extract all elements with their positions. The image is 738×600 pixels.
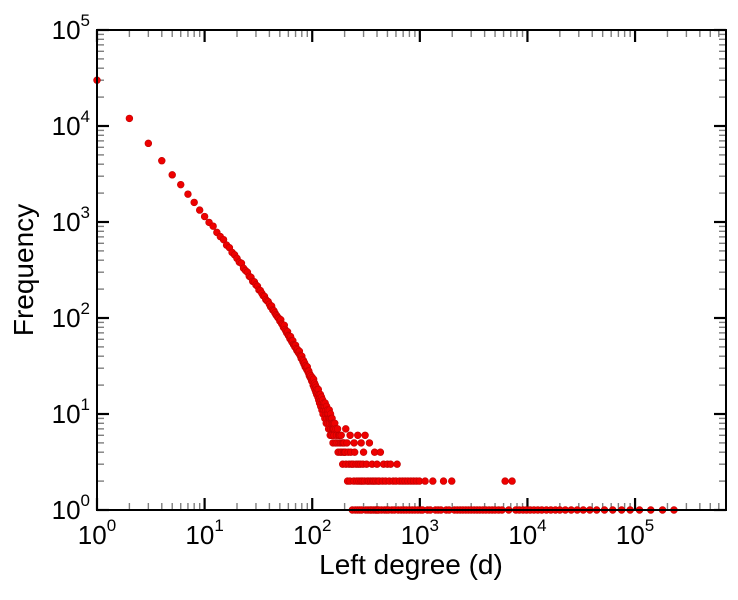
data-point [195,206,204,214]
data-point [350,448,359,456]
data-point [333,425,342,433]
y-axis-label: Frequency [8,203,39,337]
data-point [125,114,134,123]
data-point [346,431,354,439]
data-point [342,425,350,433]
data-point [168,171,176,179]
data-point [337,431,345,439]
data-point [158,157,166,165]
data-point [144,139,153,148]
data-point [508,477,516,485]
data-point [190,198,198,207]
data-point [209,222,217,230]
data-point [350,439,358,447]
data-point [343,439,351,447]
data-point [439,477,448,485]
data-point [386,460,395,468]
data-point [448,477,456,485]
data-point [429,477,437,485]
data-point [421,477,429,485]
data-point [501,477,509,485]
tick-label: 103 [401,516,439,550]
data-point [200,212,209,221]
data-point [354,431,362,439]
data-point [361,431,369,439]
plot-frame [96,29,727,511]
data-point [184,190,192,198]
minor-ticks-layer [97,30,727,510]
data-point [177,180,185,189]
data-point [359,448,368,456]
data-point [357,439,365,447]
data-point [373,460,381,468]
data-point [365,439,374,447]
data-point [376,448,385,456]
x-axis-label: Left degree (d) [319,549,503,580]
data-point [393,460,401,468]
